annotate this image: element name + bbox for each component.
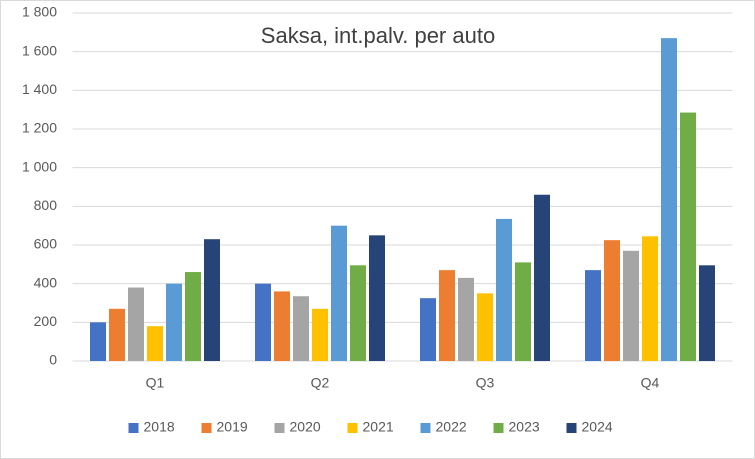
bar: [534, 194, 550, 361]
y-tick-label: 400: [34, 274, 58, 290]
y-tick-label: 1 000: [22, 158, 57, 174]
bar: [147, 326, 163, 361]
bar: [420, 298, 436, 361]
bar: [255, 283, 271, 361]
y-tick-label: 600: [34, 236, 58, 252]
bar: [439, 270, 455, 361]
y-tick-label: 1 600: [22, 42, 57, 58]
x-tick-label: Q1: [146, 375, 165, 391]
bar: [185, 272, 201, 361]
x-tick-label: Q4: [641, 375, 660, 391]
bar: [496, 218, 512, 361]
legend-swatch: [274, 423, 285, 433]
legend-label: 2023: [509, 419, 540, 435]
bar: [699, 265, 715, 361]
bar: [331, 225, 347, 361]
y-tick-label: 800: [34, 197, 58, 213]
legend-label: 2020: [290, 419, 321, 435]
bar: [109, 308, 125, 361]
y-tick-label: 1 200: [22, 120, 57, 136]
bar: [166, 283, 182, 361]
chart-title: Saksa, int.palv. per auto: [261, 23, 495, 48]
bar: [90, 322, 106, 361]
bar: [274, 291, 290, 361]
bar: [642, 236, 658, 361]
bar: [680, 112, 696, 361]
legend-swatch: [566, 423, 577, 433]
bar: [312, 308, 328, 361]
x-tick-label: Q2: [311, 375, 330, 391]
y-tick-label: 0: [49, 352, 57, 368]
legend-label: 2018: [144, 419, 175, 435]
bar: [293, 296, 309, 361]
bar: [585, 270, 601, 361]
x-tick-label: Q3: [476, 375, 495, 391]
bar: [128, 287, 144, 361]
bar: [623, 250, 639, 361]
bar: [661, 38, 677, 362]
bar: [350, 265, 366, 361]
y-tick-label: 200: [34, 313, 58, 329]
legend-label: 2019: [217, 419, 248, 435]
bar: [369, 235, 385, 361]
legend-swatch: [420, 423, 431, 433]
y-tick-label: 1 400: [22, 81, 57, 97]
legend-label: 2024: [582, 419, 613, 435]
bar: [204, 239, 220, 361]
legend-swatch: [201, 423, 212, 433]
bar: [458, 277, 474, 361]
bar: [477, 293, 493, 361]
y-tick-label: 1 800: [22, 4, 57, 20]
legend-swatch: [347, 423, 358, 433]
legend-swatch: [128, 423, 139, 433]
bar: [515, 262, 531, 361]
legend-swatch: [493, 423, 504, 433]
legend-label: 2021: [363, 419, 394, 435]
legend-label: 2022: [436, 419, 467, 435]
bar: [604, 240, 620, 361]
